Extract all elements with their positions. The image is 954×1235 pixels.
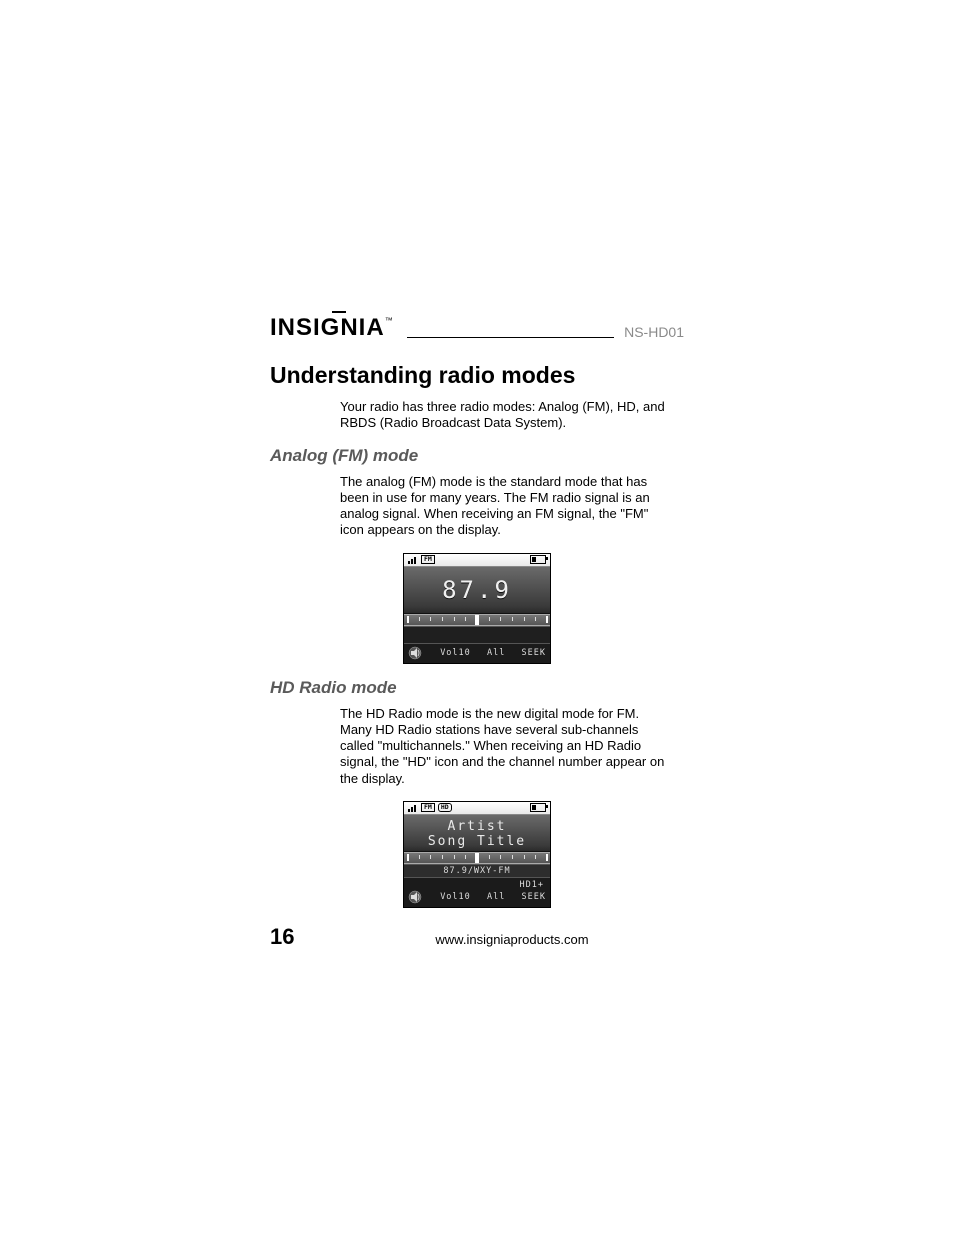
battery-icon: [530, 555, 546, 564]
brand-accent-bar: [332, 311, 346, 313]
screen-bottom-bar: Vol10 All SEEK: [404, 644, 550, 663]
status-left: FM HD: [408, 803, 452, 812]
station-display: 87.9/WXY-FM: [404, 864, 550, 877]
hd-body: The HD Radio mode is the new digital mod…: [340, 706, 670, 787]
song-display: Song Title: [404, 834, 550, 849]
battery-icon: [530, 803, 546, 812]
screen-main: 87.9: [404, 566, 550, 614]
speaker-icon: [408, 646, 424, 660]
mode-label: All: [487, 892, 505, 902]
screen-bottom-bar: HD1+ Vol10 All SEEK: [404, 878, 550, 907]
volume-label: Vol10: [440, 648, 471, 658]
volume-label: Vol10: [440, 892, 471, 902]
status-left: FM: [408, 555, 435, 564]
model-number: NS-HD01: [624, 324, 684, 344]
radio-screen-hd: FM HD Artist Song Title: [403, 801, 551, 908]
brand-text: INSIGNIA: [270, 314, 385, 341]
analog-heading: Analog (FM) mode: [270, 446, 684, 466]
tuning-scale: [404, 852, 550, 864]
fm-icon: FM: [421, 555, 435, 564]
header-rule: [407, 337, 614, 339]
page-header: INSIGNIA™ NS-HD01: [270, 314, 684, 344]
fm-icon: FM: [421, 803, 435, 812]
section-title: Understanding radio modes: [270, 362, 684, 389]
screen-status-bar: FM HD: [404, 802, 550, 814]
radio-screen-analog: FM 87.9: [403, 553, 551, 664]
seek-label: SEEK: [522, 648, 546, 658]
page-number: 16: [270, 924, 340, 950]
hd-channel-label: HD1+: [520, 880, 544, 890]
screen-status-bar: FM: [404, 554, 550, 566]
page-footer: 16 www.insigniaproducts.com: [270, 924, 684, 950]
hd-figure: FM HD Artist Song Title: [270, 801, 684, 908]
screen-main: Artist Song Title: [404, 814, 550, 852]
seek-label: SEEK: [522, 892, 546, 902]
artist-display: Artist: [404, 819, 550, 834]
analog-body: The analog (FM) mode is the standard mod…: [340, 474, 670, 539]
tuning-scale: [404, 614, 550, 626]
mode-label: All: [487, 648, 505, 658]
footer-url: www.insigniaproducts.com: [340, 932, 684, 947]
section-intro: Your radio has three radio modes: Analog…: [340, 399, 670, 432]
frequency-display: 87.9: [442, 576, 512, 604]
screen-spacer: [404, 627, 550, 643]
hd-icon: HD: [438, 803, 452, 812]
signal-icon: [408, 556, 418, 564]
hd-heading: HD Radio mode: [270, 678, 684, 698]
analog-figure: FM 87.9: [270, 553, 684, 664]
brand-logo: INSIGNIA™: [270, 314, 393, 344]
signal-icon: [408, 804, 418, 812]
trademark: ™: [385, 316, 393, 325]
speaker-icon: [408, 890, 424, 904]
